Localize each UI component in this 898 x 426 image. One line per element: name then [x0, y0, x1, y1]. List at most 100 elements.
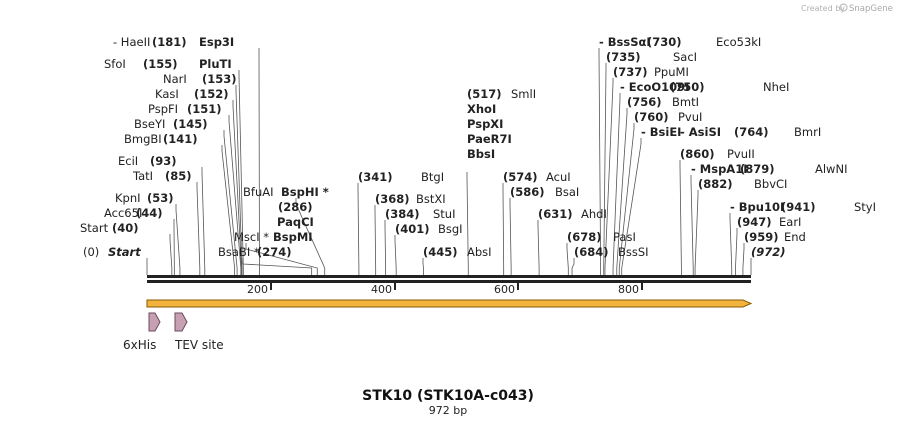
enzyme-label-kpni[interactable]: (44)	[136, 206, 163, 220]
enzyme-label-paer7i[interactable]: BbsI	[467, 147, 495, 161]
enzyme-label-mspa1i[interactable]: (879)	[740, 162, 775, 176]
enzyme-label-pspxi[interactable]: PaeR7I	[467, 132, 512, 146]
enzyme-label-bsgi[interactable]: (445)	[423, 245, 458, 259]
enzyme-label-saci[interactable]: (737)	[613, 65, 648, 79]
cut-site-leader	[742, 243, 745, 275]
enzyme-label-eco53ki[interactable]: (735)	[606, 50, 641, 64]
credit-brand: SnapGene	[849, 4, 893, 14]
enzyme-label-styi[interactable]: (947)	[737, 215, 772, 229]
enzyme-label-msci[interactable]: BspMI	[273, 230, 313, 244]
enzyme-label-ecii[interactable]: (85)	[165, 169, 192, 183]
site-pos-label: PspFI	[148, 102, 178, 116]
feature-label-6xhis[interactable]: 6xHis	[123, 338, 156, 352]
site-pos-label: PpuMI	[654, 65, 689, 79]
enzyme-label-tati[interactable]: (53)	[147, 191, 174, 205]
dna-backbone	[147, 275, 751, 283]
cut-site-leader	[238, 70, 244, 275]
enzyme-label-pluti[interactable]: (155)	[143, 57, 178, 71]
site-pos-label: NarI	[163, 72, 187, 86]
feature-6xhis-arrow[interactable]	[148, 312, 161, 332]
site-pos-label: BstXI	[416, 192, 446, 206]
site-pos-label: Start	[80, 221, 109, 235]
cut-site-leader	[228, 115, 242, 275]
enzyme-label-kasi[interactable]: (151)	[187, 102, 222, 116]
enzyme-label-asisi[interactable]: (764)	[734, 125, 769, 139]
site-pos-label: AcuI	[546, 170, 571, 184]
site-pos-label: AlwNI	[815, 162, 847, 176]
cut-site-leader	[223, 130, 238, 275]
tick-label: 400	[371, 283, 392, 296]
enzyme-label-pspfi[interactable]: (145)	[173, 117, 208, 131]
cut-site-leader	[735, 228, 738, 275]
cut-site-leader	[232, 100, 242, 275]
cut-site-leader	[537, 220, 540, 275]
enzyme-label-btgi[interactable]: (368)	[375, 192, 410, 206]
enzyme-label-pvuii[interactable]: - MspA1I	[691, 162, 747, 176]
enzyme-label-esp3i[interactable]: (181)	[152, 35, 187, 49]
cut-site-leader	[571, 258, 575, 275]
cut-site-leader	[169, 234, 173, 275]
enzyme-label-bfuai[interactable]: BspHI *	[281, 185, 329, 199]
cut-site-leader	[221, 145, 236, 275]
enzyme-label-bsmbi[interactable]: Esp3I	[199, 35, 234, 49]
site-pos-label: AhdI	[581, 207, 607, 221]
enzyme-label-bpu10i[interactable]: (941)	[781, 200, 816, 214]
end-label: (972)	[751, 245, 786, 259]
site-pos-label: StuI	[433, 207, 456, 221]
enzyme-label-bstxi[interactable]: (384)	[385, 207, 420, 221]
site-pos-label: TatI	[132, 169, 153, 183]
enzyme-label-bsssai[interactable]: (730)	[647, 35, 682, 49]
enzyme-label-bbvci[interactable]: - Bpu10I	[730, 200, 784, 214]
enzyme-label-paqci[interactable]: (286)	[278, 200, 313, 214]
enzyme-label-pasi[interactable]: (684)	[574, 245, 609, 259]
site-pos-label: BmrI	[794, 125, 821, 139]
enzyme-label-pvui[interactable]: - BsiEI	[641, 125, 681, 139]
enzyme-label-ppumi[interactable]: - EcoO109I	[620, 80, 689, 94]
enzyme-label-bseyi[interactable]: (141)	[163, 132, 198, 146]
enzyme-label-ecoo109i[interactable]: (750)	[670, 80, 705, 94]
site-pos-label: SacI	[673, 50, 697, 64]
enzyme-label-bbsi[interactable]: (574)	[503, 170, 538, 184]
tick-label: 600	[494, 283, 515, 296]
site-pos-label: BsgI	[438, 222, 463, 236]
enzyme-label-nhei[interactable]: (756)	[627, 95, 662, 109]
enzyme-label-bsssi[interactable]: - BssSαI	[599, 35, 651, 49]
feature-tev-site-arrow[interactable]	[174, 312, 188, 332]
cut-site-leader	[245, 243, 318, 275]
site-pos-label: BmgBI	[124, 132, 162, 146]
enzyme-label-eari[interactable]: (959)	[744, 230, 779, 244]
cut-site-leader	[612, 93, 621, 275]
enzyme-label-bsphi[interactable]: (341)	[358, 170, 393, 184]
enzyme-label-stui[interactable]: (401)	[395, 222, 430, 236]
site-pos-label: SmlI	[511, 87, 536, 101]
enzyme-label-haeii[interactable]: PluTI	[199, 57, 232, 71]
enzyme-label-bsai[interactable]: (631)	[538, 207, 573, 221]
orf-arrow[interactable]	[146, 299, 753, 308]
site-pos-label: (0)	[83, 245, 99, 259]
cut-site-leader	[618, 123, 635, 275]
cut-site-leader	[374, 205, 377, 275]
enzyme-label-ahdi[interactable]: (678)	[567, 230, 602, 244]
enzyme-label-smli[interactable]: XhoI	[467, 102, 496, 116]
cut-site-leader	[694, 190, 699, 275]
enzyme-label-bmti[interactable]: (760)	[634, 110, 669, 124]
enzyme-label-alwni[interactable]: (882)	[698, 177, 733, 191]
enzyme-label-absi[interactable]: (517)	[467, 87, 502, 101]
enzyme-label-bspmi[interactable]: PaqCI	[277, 215, 314, 229]
site-pos-label: AbsI	[467, 245, 492, 259]
feature-label-tev-site[interactable]: TEV site	[174, 338, 224, 352]
site-pos-label: - HaeII	[113, 35, 150, 49]
site-pos-label: BfuAI	[243, 185, 274, 199]
cut-site-leader	[175, 204, 181, 275]
enzyme-label-sfoi[interactable]: (153)	[202, 72, 237, 86]
enzyme-label-bmri[interactable]: (860)	[680, 147, 715, 161]
enzyme-label-bsiei[interactable]: - AsiSI	[680, 125, 721, 139]
enzyme-label-xhoi[interactable]: PspXI	[467, 117, 503, 131]
orf-arrow-shape[interactable]	[146, 299, 753, 308]
enzyme-label-bsabi[interactable]: (274)	[257, 245, 292, 259]
enzyme-label-acc65i[interactable]: (40)	[112, 221, 139, 235]
enzyme-label-acui[interactable]: (586)	[510, 185, 545, 199]
cut-site-leader	[235, 85, 243, 275]
enzyme-label-bmgbi[interactable]: (93)	[150, 154, 177, 168]
enzyme-label-nari[interactable]: (152)	[194, 87, 229, 101]
